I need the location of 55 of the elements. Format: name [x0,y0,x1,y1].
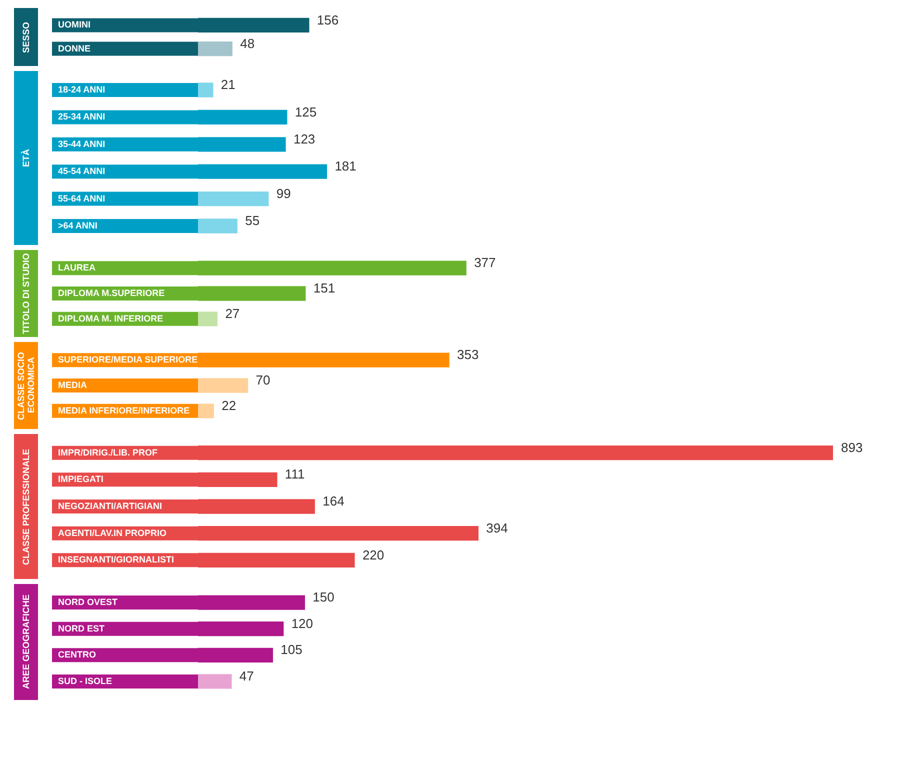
data-label: 156 [316,12,339,28]
data-label: 181 [334,158,356,174]
data-label: 27 [225,306,240,321]
y-tick-label: NORD EST [58,623,106,634]
y-tick-label: 25-34 ANNI [58,112,106,122]
bar [198,218,238,234]
data-label: 125 [294,104,317,120]
data-label: 21 [220,77,236,92]
y-tick-label: 45-54 ANNI [58,166,106,176]
data-label: 123 [293,131,316,146]
data-label: 22 [222,398,236,413]
data-label: 353 [457,347,479,362]
bar [198,82,214,98]
data-label: 120 [291,616,314,631]
text: ETÀ [14,71,38,245]
y-tick-label: 18-24 ANNI [58,84,106,94]
data-label: 47 [239,668,254,684]
data-label: 394 [486,520,508,536]
text: AREE GEOGRAFICHE [14,584,38,700]
data-label: 220 [362,547,384,562]
data-label: 150 [312,590,334,605]
data-label: 893 [841,440,863,455]
data-label: 111 [284,466,305,482]
data-label: 70 [256,372,270,388]
data-label: 377 [474,255,496,270]
text: CLASSE SOCIO ECONOMICA [14,342,38,429]
y-tick-label: DIPLOMA M. INFERIORE [58,313,164,324]
data-label: 105 [280,642,302,658]
data-label: 151 [313,280,336,296]
text: SESSO [14,8,38,66]
y-tick-label: 55-64 ANNI [58,193,106,204]
y-tick-label: AGENTI/LAV.IN PROPRIO [58,528,167,538]
bar [198,674,232,689]
y-tick-label: DONNE [58,43,91,54]
y-tick-label: CENTRO [58,650,96,660]
y-tick-label: NORD OVEST [58,597,118,608]
y-tick-label: UOMINI [58,20,90,30]
y-tick-label: SUPERIORE/MEDIA SUPERIORE [58,354,198,365]
data-label: 55 [245,213,260,228]
y-tick-label: IMPR/DIRIG./LIB. PROF [58,447,158,458]
data-label: 48 [240,36,255,51]
y-tick-label: >64 ANNI [58,220,98,230]
y-tick-label: DIPLOMA M.SUPERIORE [58,288,165,298]
text: TITOLO DI STUDIO [14,250,38,337]
y-tick-label: MEDIA INFERIORE/INFERIORE [58,405,190,416]
y-tick-label: 35-44 ANNI [58,138,106,149]
y-tick-label: IMPIEGATI [58,474,104,484]
data-label: 99 [276,186,291,201]
y-tick-label: SUD - ISOLE [58,676,112,686]
y-tick-label: INSEGNANTI/GIORNALISTI [58,554,174,565]
data-label: 164 [322,494,344,509]
text: CLASSE PROFESSIONALE [14,434,38,579]
y-tick-label: NEGOZIANTI/ARTIGIANI [58,500,162,511]
y-tick-label: LAUREA [58,262,96,273]
y-tick-label: MEDIA [58,380,88,390]
